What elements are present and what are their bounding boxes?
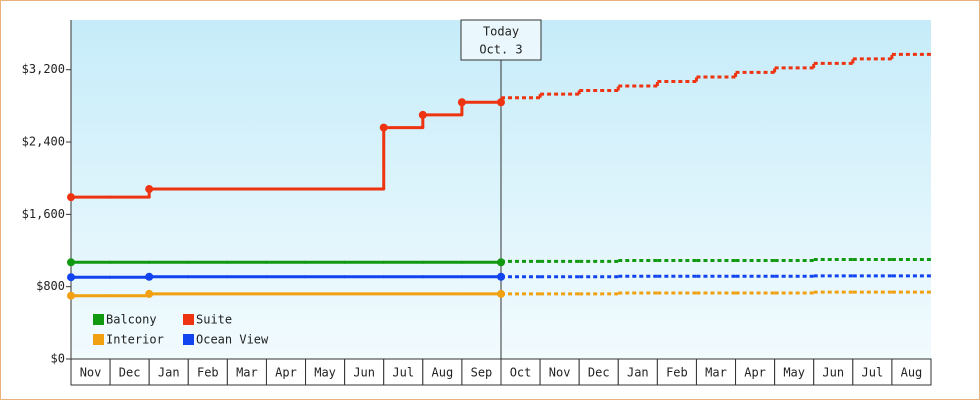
x-tick-box [735,358,776,386]
x-tick-label: Jun [822,366,844,380]
today-label: Today [483,25,519,39]
legend-label: Suite [196,313,232,327]
data-point [457,98,466,107]
x-tick-label: Sep [471,366,493,380]
data-point [145,185,154,194]
legend-swatch [183,334,194,345]
x-tick-label: Nov [80,366,102,380]
data-point [67,258,75,267]
legend-label: Balcony [106,313,157,327]
x-tick-label: Jun [353,366,375,380]
y-tick-label: $1,600 [22,207,65,221]
x-tick-label: Dec [119,366,141,380]
data-point [67,273,75,282]
x-tick-label: Mar [705,366,727,380]
today-label: Oct. 3 [479,43,522,57]
data-point [67,193,75,202]
x-tick-label: May [783,366,805,380]
legend-label: Ocean View [196,333,269,347]
x-tick-box [852,358,893,386]
x-tick-box [774,358,815,386]
y-tick-label: $2,400 [22,135,65,149]
y-tick-label: $0 [51,352,65,366]
legend-swatch [93,314,104,325]
legend-swatch [183,314,194,325]
x-tick-box [109,358,150,386]
x-tick-label: Dec [588,366,610,380]
x-tick-label: Apr [275,366,297,380]
x-tick-box [617,358,658,386]
x-tick-label: Oct [510,366,532,380]
data-point [145,289,154,298]
x-tick-label: Jul [862,366,884,380]
x-tick-label: Mar [236,366,258,380]
x-tick-label: Feb [666,366,688,380]
x-tick-label: Apr [744,366,766,380]
x-tick-label: Jan [627,366,649,380]
today-box [460,19,542,61]
x-tick-label: Jan [158,366,180,380]
x-tick-label: May [314,366,336,380]
x-tick-box [187,358,228,386]
x-tick-label: Jul [392,366,414,380]
y-tick-label: $800 [36,279,65,293]
data-point [67,291,75,300]
x-tick-box [813,358,854,386]
x-tick-label: Aug [432,366,454,380]
data-point [379,123,388,132]
y-tick-label: $3,200 [22,62,65,76]
x-tick-box [344,358,385,386]
x-tick-box [578,358,619,386]
data-point [145,272,154,281]
legend-label: Interior [106,333,164,347]
x-tick-label: Aug [901,366,923,380]
x-tick-box [891,358,932,386]
x-tick-box [265,358,307,386]
data-point [418,110,427,119]
x-tick-box [695,358,737,386]
x-tick-label: Feb [197,366,219,380]
x-tick-label: Nov [549,366,571,380]
x-tick-box [422,358,463,386]
legend-swatch [93,334,104,345]
